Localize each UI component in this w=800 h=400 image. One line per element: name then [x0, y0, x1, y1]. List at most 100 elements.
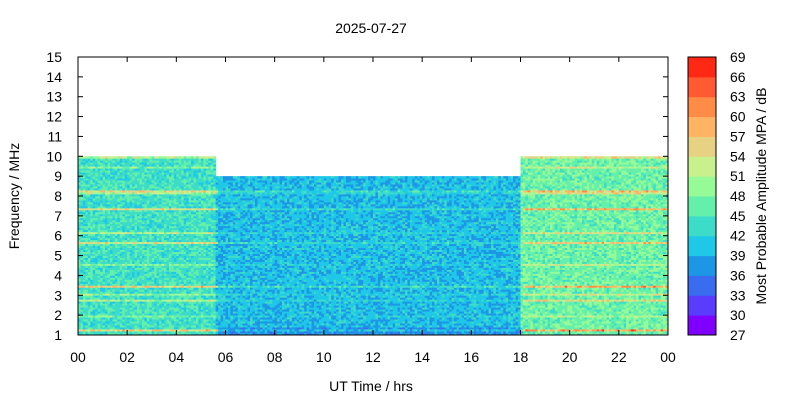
heatmap-cell	[87, 291, 91, 294]
heatmap-cell	[90, 297, 94, 300]
heatmap-cell	[95, 231, 99, 235]
heatmap-cell	[100, 299, 103, 302]
heatmap-cell	[109, 269, 113, 272]
heatmap-cell	[129, 188, 133, 191]
heatmap-cell	[124, 168, 128, 171]
heatmap-cell	[134, 188, 138, 191]
heatmap-cell	[119, 176, 123, 179]
heatmap-cell	[107, 279, 111, 282]
heatmap-cell	[82, 275, 86, 278]
heatmap-cell	[129, 295, 133, 298]
heatmap-cell	[85, 279, 89, 282]
heatmap-cell	[92, 237, 96, 241]
heatmap-cell	[85, 190, 89, 193]
heatmap-cell	[87, 174, 91, 177]
heatmap-cell	[100, 277, 103, 280]
heatmap-cell	[82, 158, 86, 161]
heatmap-cell	[102, 201, 106, 205]
heatmap-cell	[107, 237, 111, 241]
heatmap-cell	[107, 245, 111, 249]
heatmap-cell	[117, 291, 121, 294]
heatmap-cell	[109, 164, 113, 167]
heatmap-cell	[109, 178, 113, 181]
heatmap-cell	[100, 279, 103, 282]
heatmap-cell	[117, 194, 121, 197]
heatmap-cell	[132, 251, 135, 254]
heatmap-cell	[124, 192, 128, 195]
heatmap-cell	[100, 170, 103, 173]
heatmap-cell	[132, 319, 135, 322]
heatmap-cell	[129, 201, 133, 205]
heatmap-cell	[122, 333, 126, 336]
heatmap-cell	[127, 207, 131, 211]
heatmap-cell	[112, 219, 116, 223]
heatmap-cell	[127, 219, 131, 223]
heatmap-cell	[132, 172, 135, 175]
heatmap-cell	[78, 315, 81, 318]
heatmap-cell	[139, 293, 143, 296]
heatmap-cell	[105, 315, 108, 318]
heatmap-cell	[85, 257, 89, 260]
heatmap-cell	[95, 293, 99, 296]
heatmap-cell	[124, 174, 128, 177]
heatmap-cell	[137, 166, 140, 169]
heatmap-cell	[124, 225, 128, 229]
heatmap-cell	[107, 291, 111, 294]
heatmap-cell	[114, 251, 118, 254]
heatmap-cell	[107, 323, 111, 326]
heatmap-cell	[105, 178, 108, 181]
heatmap-cell	[139, 227, 143, 231]
heatmap-cell	[105, 249, 108, 252]
heatmap-cell	[97, 223, 101, 227]
heatmap-cell	[122, 217, 126, 221]
heatmap-cell	[117, 201, 121, 205]
heatmap-cell	[78, 249, 81, 252]
heatmap-cell	[80, 196, 84, 199]
heatmap-cell	[82, 331, 86, 334]
heatmap-cell	[112, 261, 116, 264]
heatmap-cell	[85, 162, 89, 165]
heatmap-cell	[92, 271, 96, 274]
heatmap-cell	[109, 174, 113, 177]
heatmap-cell	[112, 243, 116, 247]
heatmap-cell	[87, 239, 91, 243]
heatmap-cell	[114, 297, 118, 300]
heatmap-cell	[117, 209, 121, 213]
heatmap-cell	[102, 261, 106, 264]
heatmap-cell	[80, 217, 84, 221]
heatmap-cell	[102, 285, 106, 288]
heatmap-cell	[105, 190, 108, 193]
heatmap-cell	[97, 213, 101, 217]
heatmap-cell	[134, 275, 138, 278]
heatmap-cell	[137, 223, 140, 227]
heatmap-cell	[82, 156, 86, 159]
heatmap-cell	[87, 323, 91, 326]
heatmap-cell	[117, 333, 121, 336]
heatmap-cell	[114, 201, 118, 205]
heatmap-cell	[100, 293, 103, 296]
heatmap-cell	[82, 319, 86, 322]
heatmap-cell	[127, 243, 131, 247]
heatmap-cell	[82, 291, 86, 294]
heatmap-cell	[102, 217, 106, 221]
heatmap-cell	[100, 227, 103, 231]
heatmap-cell	[90, 281, 94, 284]
heatmap-cell	[105, 311, 108, 314]
heatmap-cell	[114, 313, 118, 316]
heatmap-cell	[85, 237, 89, 241]
heatmap-cell	[92, 245, 96, 249]
heatmap-cell	[132, 329, 135, 332]
heatmap-cell	[102, 231, 106, 235]
heatmap-cell	[124, 217, 128, 221]
heatmap-cell	[112, 203, 116, 207]
heatmap-cell	[107, 239, 111, 243]
heatmap-cell	[82, 196, 86, 199]
heatmap-cell	[109, 180, 113, 183]
heatmap-cell	[117, 184, 121, 187]
heatmap-cell	[80, 277, 84, 280]
heatmap-cell	[82, 180, 86, 183]
heatmap-cell	[82, 295, 86, 298]
heatmap-cell	[85, 277, 89, 280]
heatmap-cell	[107, 225, 111, 229]
heatmap-cell	[112, 307, 116, 310]
